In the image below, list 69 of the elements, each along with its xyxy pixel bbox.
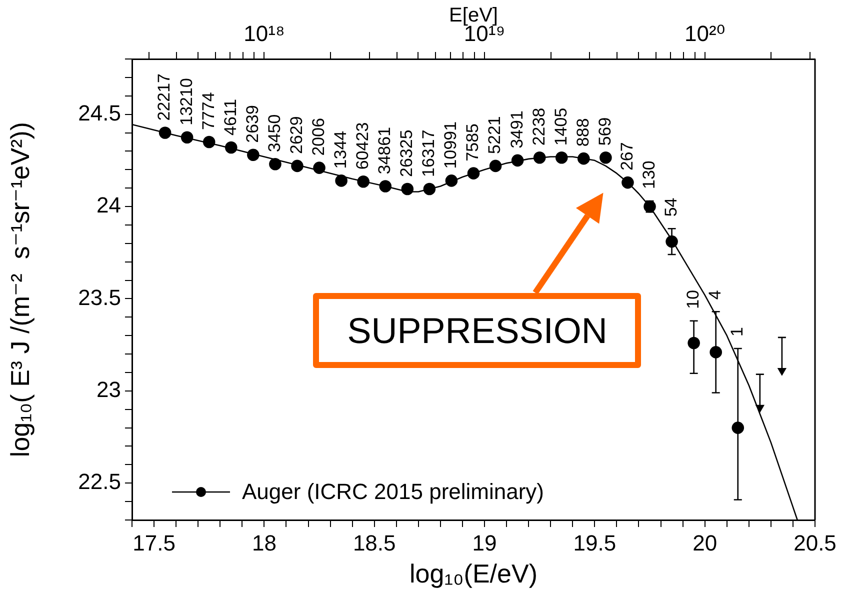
point xyxy=(202,136,216,148)
y-tick-label: 24.5 xyxy=(78,100,121,126)
annotation: 34861 xyxy=(375,126,394,174)
annotation: 26325 xyxy=(397,130,416,177)
x-tick-label: 18.5 xyxy=(352,530,396,556)
y-tick-label: 22.5 xyxy=(78,469,121,494)
x-tick-label: 18 xyxy=(252,530,276,556)
annotation: 4 xyxy=(706,290,725,300)
point xyxy=(600,152,612,164)
annotation: 22217 xyxy=(154,73,174,121)
x-tick-label: 20 xyxy=(692,530,718,556)
annotation: 7774 xyxy=(198,92,218,130)
annotation: 5221 xyxy=(485,116,504,154)
point xyxy=(467,167,480,180)
annotation: 2006 xyxy=(308,118,328,156)
point xyxy=(555,152,568,164)
annotation: 1344 xyxy=(330,130,350,169)
outline-box: SUPPRESSION xyxy=(313,292,642,368)
x-tick-label: 19 xyxy=(472,530,497,556)
annotation: 1405 xyxy=(551,108,570,146)
point xyxy=(291,160,304,172)
point xyxy=(756,404,764,412)
point xyxy=(158,126,172,139)
annotation: 4611 xyxy=(220,98,240,136)
y-tick-label: 23.5 xyxy=(78,284,121,310)
point xyxy=(180,131,194,144)
y-axis-title: log₁₀( E³ J /(m⁻² s⁻¹sr⁻¹eV²)) xyxy=(4,122,35,458)
point xyxy=(622,176,634,189)
x-axis-title: log₁₀(E/eV) xyxy=(410,558,538,589)
point xyxy=(313,162,326,174)
annotation: 2629 xyxy=(286,116,306,154)
annotation: 7585 xyxy=(463,124,482,162)
point xyxy=(778,368,786,376)
point xyxy=(247,148,260,162)
y-tick-label: 24 xyxy=(96,192,121,218)
x2-tick-label: 10²⁰ xyxy=(684,20,726,46)
annotation: 130 xyxy=(639,160,658,189)
point xyxy=(379,180,392,192)
annotation: 3450 xyxy=(264,114,284,152)
y-tick-label: 23 xyxy=(96,376,121,402)
point xyxy=(533,152,546,164)
annotation: 2639 xyxy=(242,105,262,143)
annotation: 267 xyxy=(617,142,636,171)
point xyxy=(489,160,502,172)
point xyxy=(269,158,282,170)
annotation: 13210 xyxy=(176,78,196,126)
annotation: 888 xyxy=(573,118,592,147)
point xyxy=(335,174,348,187)
x-tick-label: 19.5 xyxy=(573,530,616,556)
point xyxy=(224,141,238,154)
point xyxy=(511,154,524,167)
legend-label: Auger (ICRC 2015 preliminary) xyxy=(242,479,544,504)
annotation: 54 xyxy=(661,198,680,217)
annotation: 569 xyxy=(595,117,614,146)
x-tick-label: 20.5 xyxy=(794,530,836,556)
annotation: 3491 xyxy=(507,110,526,148)
point xyxy=(357,175,370,188)
annotation: 1 xyxy=(728,327,747,337)
point xyxy=(423,182,436,196)
annotation: 10991 xyxy=(441,121,460,169)
annotation: 10 xyxy=(684,290,703,309)
point xyxy=(445,174,458,187)
point xyxy=(401,182,414,196)
annotation: 2238 xyxy=(529,108,548,146)
x-tick-label: 17.5 xyxy=(132,530,176,556)
point xyxy=(578,152,590,165)
annotation: 60423 xyxy=(353,122,372,170)
x2-tick-label: 10¹⁸ xyxy=(244,20,285,46)
annotation: 16317 xyxy=(419,130,438,177)
